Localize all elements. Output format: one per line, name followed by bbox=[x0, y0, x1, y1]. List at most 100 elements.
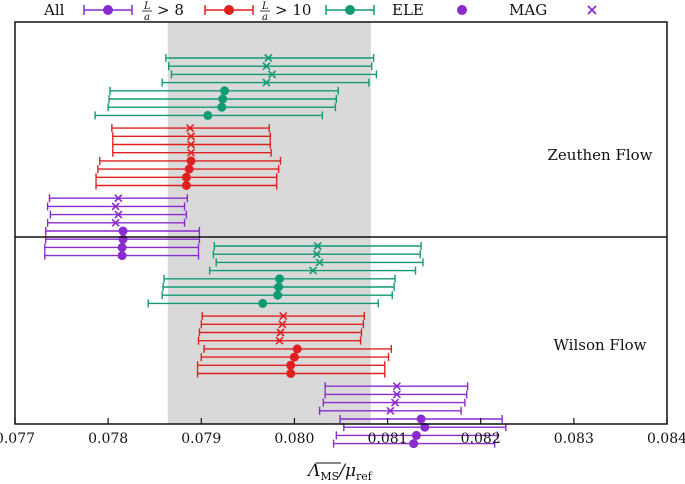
point-marker bbox=[186, 156, 196, 166]
error-bar bbox=[111, 124, 270, 133]
point-marker bbox=[114, 210, 123, 219]
error-bar bbox=[112, 132, 271, 141]
x-tick-label: 0.081 bbox=[368, 431, 408, 447]
error-bar bbox=[170, 70, 378, 79]
error-bar bbox=[46, 202, 186, 211]
point-marker bbox=[203, 110, 213, 120]
error-bar bbox=[161, 290, 393, 300]
x-axis: 0.077 0.078 0.079 0.080 0.081 0.082 0.083 0.084 bbox=[0, 418, 685, 447]
point-marker bbox=[118, 234, 128, 244]
legend-marker-all bbox=[83, 5, 133, 15]
legend-frac-den-10: a bbox=[262, 12, 268, 23]
point-marker bbox=[186, 148, 196, 157]
point-marker bbox=[275, 336, 284, 345]
point-marker bbox=[409, 439, 419, 449]
error-bar bbox=[196, 360, 386, 370]
x-tick-label: 0.083 bbox=[554, 431, 594, 447]
legend: All L a > 8 L a > 10 ELE MAG bbox=[43, 1, 597, 23]
x-axis-label: ΛMS/μref bbox=[306, 461, 373, 483]
error-bar bbox=[200, 320, 365, 329]
error-bar bbox=[213, 241, 422, 251]
error-bar bbox=[215, 258, 424, 267]
point-marker bbox=[264, 53, 273, 63]
point-marker bbox=[276, 328, 285, 337]
error-bar bbox=[94, 110, 324, 120]
point-marker bbox=[262, 62, 271, 71]
point-marker bbox=[114, 194, 123, 203]
panel-label-wilson: Wilson Flow bbox=[554, 336, 647, 354]
point-marker bbox=[181, 181, 191, 190]
error-bar bbox=[163, 274, 396, 284]
error-bar bbox=[97, 164, 280, 174]
error-bar bbox=[322, 398, 466, 407]
legend-label-l10: > 10 bbox=[275, 1, 311, 19]
error-bar bbox=[95, 181, 278, 190]
point-marker bbox=[181, 172, 191, 182]
point-marker bbox=[286, 369, 296, 378]
legend-label-all: All bbox=[43, 1, 65, 19]
error-bar bbox=[324, 390, 468, 399]
x-tick-label: 0.078 bbox=[88, 431, 128, 447]
point-marker bbox=[111, 218, 120, 227]
error-bar bbox=[44, 242, 200, 252]
error-bar bbox=[44, 251, 200, 261]
error-bar bbox=[46, 218, 186, 227]
error-bar bbox=[161, 78, 370, 87]
point-marker bbox=[117, 251, 127, 261]
point-marker bbox=[274, 282, 284, 292]
x-tick-label: 0.079 bbox=[181, 431, 221, 447]
legend-marker-l8 bbox=[204, 5, 254, 15]
point-marker bbox=[286, 360, 296, 370]
error-bar bbox=[49, 210, 188, 219]
legend-label-mag: MAG bbox=[509, 1, 547, 19]
legend-frac-den-8: a bbox=[144, 12, 150, 23]
point-marker bbox=[289, 352, 299, 362]
point-marker bbox=[184, 164, 194, 174]
panel-label-zeuthen: Zeuthen Flow bbox=[547, 146, 652, 164]
error-bar bbox=[339, 414, 503, 424]
point-marker bbox=[262, 78, 271, 87]
point-marker bbox=[420, 422, 430, 432]
point-marker bbox=[273, 290, 283, 300]
point-marker bbox=[312, 250, 321, 259]
x-tick-label: 0.084 bbox=[647, 431, 685, 447]
error-bar bbox=[108, 94, 338, 104]
legend-label-ele: ELE bbox=[392, 1, 424, 19]
point-marker bbox=[313, 241, 322, 251]
point-marker bbox=[186, 124, 195, 133]
x-axis-label-ref: ref bbox=[356, 470, 373, 483]
legend-frac-num-10: L bbox=[261, 1, 269, 12]
legend-marker-l10 bbox=[325, 5, 375, 15]
error-bar bbox=[165, 53, 375, 63]
error-bar bbox=[95, 172, 278, 182]
point-marker bbox=[386, 406, 395, 415]
point-marker bbox=[279, 312, 288, 321]
error-bar bbox=[196, 369, 386, 378]
error-bar bbox=[318, 406, 462, 415]
chart-marks bbox=[44, 53, 507, 449]
error-bar bbox=[112, 148, 272, 157]
point-marker bbox=[220, 86, 230, 96]
legend-label-l8: > 8 bbox=[157, 1, 184, 19]
point-marker bbox=[258, 298, 268, 308]
point-marker bbox=[118, 226, 128, 236]
point-marker bbox=[278, 320, 287, 329]
error-bar bbox=[324, 382, 469, 391]
error-bar bbox=[109, 86, 339, 96]
point-marker bbox=[315, 258, 324, 267]
point-marker bbox=[268, 70, 277, 79]
error-bar bbox=[203, 344, 392, 354]
point-marker bbox=[308, 266, 318, 275]
x-axis-label-lambda: Λ bbox=[306, 461, 320, 481]
point-marker bbox=[117, 242, 127, 252]
error-bar bbox=[197, 336, 362, 345]
point-marker bbox=[218, 94, 228, 104]
error-bar bbox=[45, 226, 201, 236]
error-bar bbox=[107, 102, 337, 112]
point-marker bbox=[275, 274, 285, 284]
point-marker bbox=[392, 390, 401, 399]
point-marker bbox=[392, 382, 401, 391]
x-tick-label: 0.080 bbox=[274, 431, 314, 447]
error-bar bbox=[167, 62, 373, 71]
